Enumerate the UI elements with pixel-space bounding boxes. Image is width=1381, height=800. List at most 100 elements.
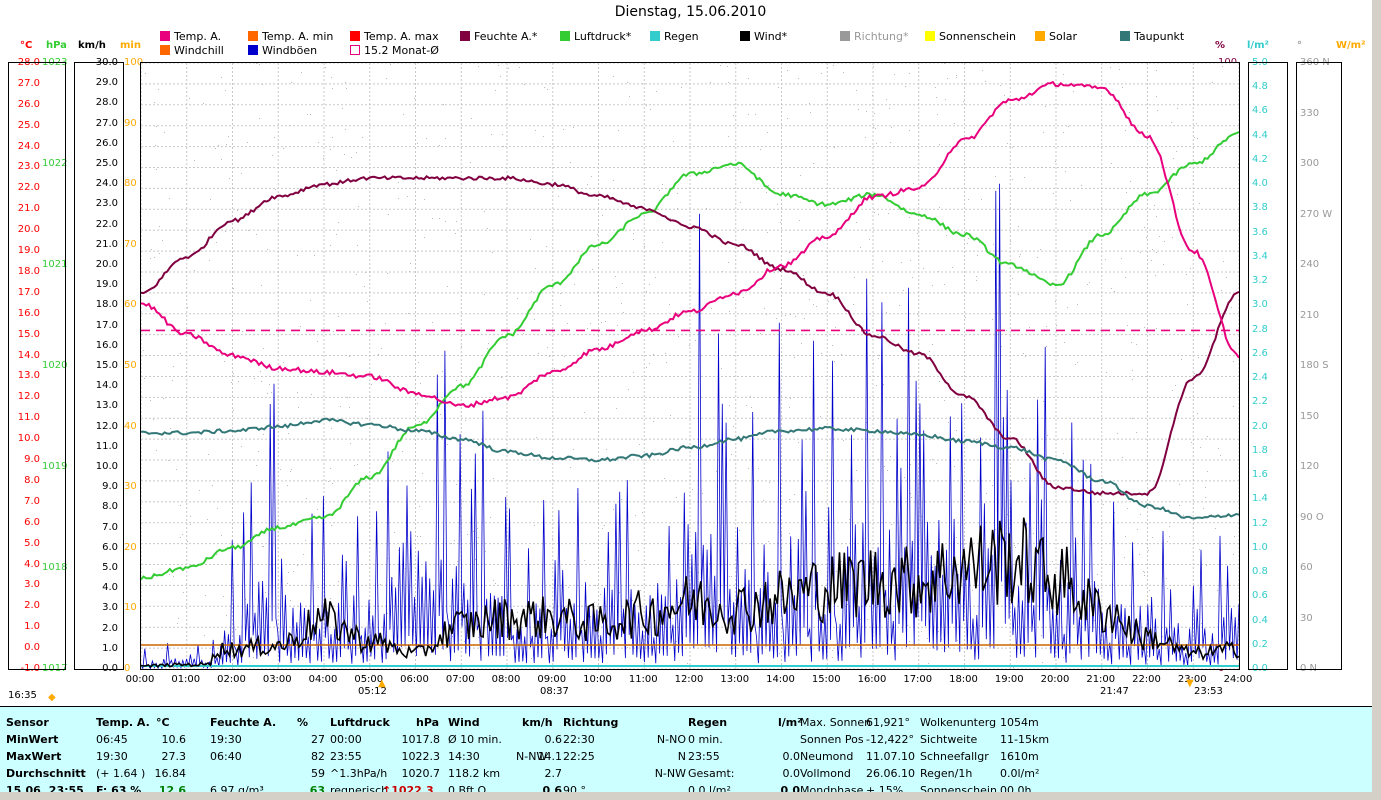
x-axis-tick: 02:00 <box>217 674 246 685</box>
axis-tick: 8.0 <box>102 501 118 513</box>
axis-tick: 26.0 <box>17 98 40 110</box>
axis-tick: 1.2 <box>1252 517 1268 529</box>
legend-item-15-2-monat[interactable]: 15.2 Monat-Ø <box>350 44 439 57</box>
axis-tick: 0.0 <box>102 663 118 674</box>
cell-humidity-value: 59 <box>311 767 325 780</box>
legend-label: Temp. A. max <box>364 30 439 43</box>
axis-tick: 1.0 <box>24 621 40 633</box>
legend-item-temp-a[interactable]: Temp. A. <box>160 30 221 43</box>
axis-tick: 4.2 <box>1252 153 1268 165</box>
legend-item-taupunkt[interactable]: Taupunkt <box>1120 30 1184 43</box>
axis-tick: 25.0 <box>95 158 118 169</box>
legend-swatch-icon <box>1035 31 1045 41</box>
x-axis-tick: 05:00 <box>354 674 384 685</box>
legend-item-feuchte-a[interactable]: Feuchte A.* <box>460 30 537 43</box>
legend-swatch-icon <box>560 31 570 41</box>
cell-pressure-time: ^1.3hPa/h <box>330 767 388 780</box>
header-wind: Wind <box>448 716 480 729</box>
sunrise-marker: 05:12 <box>358 686 387 697</box>
header-temp-unit: °C <box>156 716 170 729</box>
axis-tick: 40 <box>124 420 137 432</box>
legend-label: Regen <box>664 30 699 43</box>
axis-tick: 2.6 <box>1252 347 1268 359</box>
axis-tick: 19.0 <box>17 245 40 257</box>
legend: Temp. A. Temp. A. min Temp. A. max Feuchte … <box>150 30 1380 58</box>
axis-tick: 4.0 <box>1252 178 1268 190</box>
legend-item-luftdruck[interactable]: Luftdruck* <box>560 30 631 43</box>
x-axis-tick: 22:00 <box>1132 674 1161 685</box>
cell-humidity-value: 27 <box>311 733 325 746</box>
cell-direction-value: N-NO <box>656 733 686 746</box>
axis-tick: 19.0 <box>95 279 118 291</box>
sunrise-marker-2: 08:37 <box>540 686 569 697</box>
legend-label: Sonnenschein <box>939 30 1016 43</box>
cell-direction-time: 22:25 <box>563 750 595 763</box>
axis-tick: 0.6 <box>1252 590 1268 602</box>
x-axis-tick: 08:00 <box>491 674 521 685</box>
right-value-1: 11-15km <box>1000 733 1050 746</box>
legend-swatch-icon <box>160 31 170 41</box>
axis-box-temp <box>8 62 66 670</box>
right-value-2: 1610m <box>1000 750 1039 763</box>
cell-pressure-value: 1020.7 <box>401 767 441 780</box>
cell-wind-label: Ø 10 min. <box>448 733 502 746</box>
legend-item-temp-a-max[interactable]: Temp. A. max <box>350 30 439 43</box>
axis-tick: 1.8 <box>1252 444 1268 456</box>
legend-item-temp-a-min[interactable]: Temp. A. min <box>248 30 333 43</box>
sun-value-2: 11.07.10 <box>866 750 915 763</box>
x-axis-tick: 15:00 <box>811 674 841 685</box>
page-title: Dienstag, 15.06.2010 <box>614 4 767 20</box>
axis-tick: 2.0 <box>24 600 40 612</box>
chart-plot-area[interactable] <box>140 62 1240 670</box>
axis-tick: 90 <box>124 117 137 129</box>
header-luftdruck: Luftdruck <box>330 716 390 729</box>
axis-tick: 18.0 <box>17 265 40 277</box>
axis-tick: 60 <box>1300 562 1313 573</box>
axis-tick: 14.0 <box>17 349 40 361</box>
legend-item-solar[interactable]: Solar <box>1035 30 1077 43</box>
x-axis-tick: 12:00 <box>674 674 704 685</box>
axis-tick: 2.0 <box>1252 420 1268 432</box>
legend-item-regen[interactable]: Regen <box>650 30 699 43</box>
axis-tick: 10.0 <box>95 461 118 472</box>
axis-tick: 11.0 <box>95 440 118 452</box>
legend-item-windchill[interactable]: Windchill <box>160 44 224 57</box>
axis-tick: 0.0 <box>24 642 40 654</box>
axis-wm2-unit: W/m² <box>1336 40 1366 51</box>
axis-tick: 17.0 <box>17 286 40 298</box>
clock-label: 16:35 <box>8 690 37 701</box>
x-axis-tick: 17:00 <box>903 674 933 685</box>
legend-swatch-icon <box>925 31 935 41</box>
header-feuchte: Feuchte A. <box>210 716 277 729</box>
x-axis-tick: 01:00 <box>171 674 201 685</box>
axis-tick: 20.0 <box>95 259 118 270</box>
legend-label: 15.2 Monat-Ø <box>364 44 439 57</box>
cell-pressure-time: 23:55 <box>330 750 362 763</box>
x-axis-tick: 18:00 <box>949 674 978 685</box>
axis-tick: 27.0 <box>95 117 118 129</box>
cell-direction-value: N-NW <box>654 767 686 780</box>
axis-tick: 28.0 <box>95 97 118 109</box>
axis-tick: 0.0 <box>1252 663 1268 674</box>
cell-pressure-value: 1017.8 <box>401 733 441 746</box>
axis-tick: 22.0 <box>17 182 40 194</box>
sunset-marker-2: 23:53 <box>1194 686 1223 697</box>
axis-tick: 30 <box>124 481 137 493</box>
sun-label-3: Vollmond <box>800 767 851 780</box>
header-wind-unit: km/h <box>522 716 553 729</box>
cell-direction-time: 22:30 <box>563 733 595 746</box>
legend-item-wind[interactable]: Wind* <box>740 30 787 43</box>
axis-tick: 2.8 <box>1252 323 1268 335</box>
cell-rain-value: 0.0 <box>782 767 801 780</box>
axis-tick: 13.0 <box>17 370 40 382</box>
axis-tick: 1.4 <box>1252 493 1268 505</box>
legend-item-richtung[interactable]: Richtung* <box>840 30 908 43</box>
axis-tick: 20.0 <box>17 224 40 236</box>
cell-wind-label: 118.2 km <box>448 767 501 780</box>
legend-item-windb-en[interactable]: Windböen <box>248 44 317 57</box>
right-label-3: Regen/1h <box>920 767 973 780</box>
legend-swatch-icon <box>350 45 360 55</box>
axis-tick: 150 <box>1300 410 1320 422</box>
legend-item-sonnenschein[interactable]: Sonnenschein <box>925 30 1016 43</box>
axis-tick: 100 <box>124 57 144 68</box>
